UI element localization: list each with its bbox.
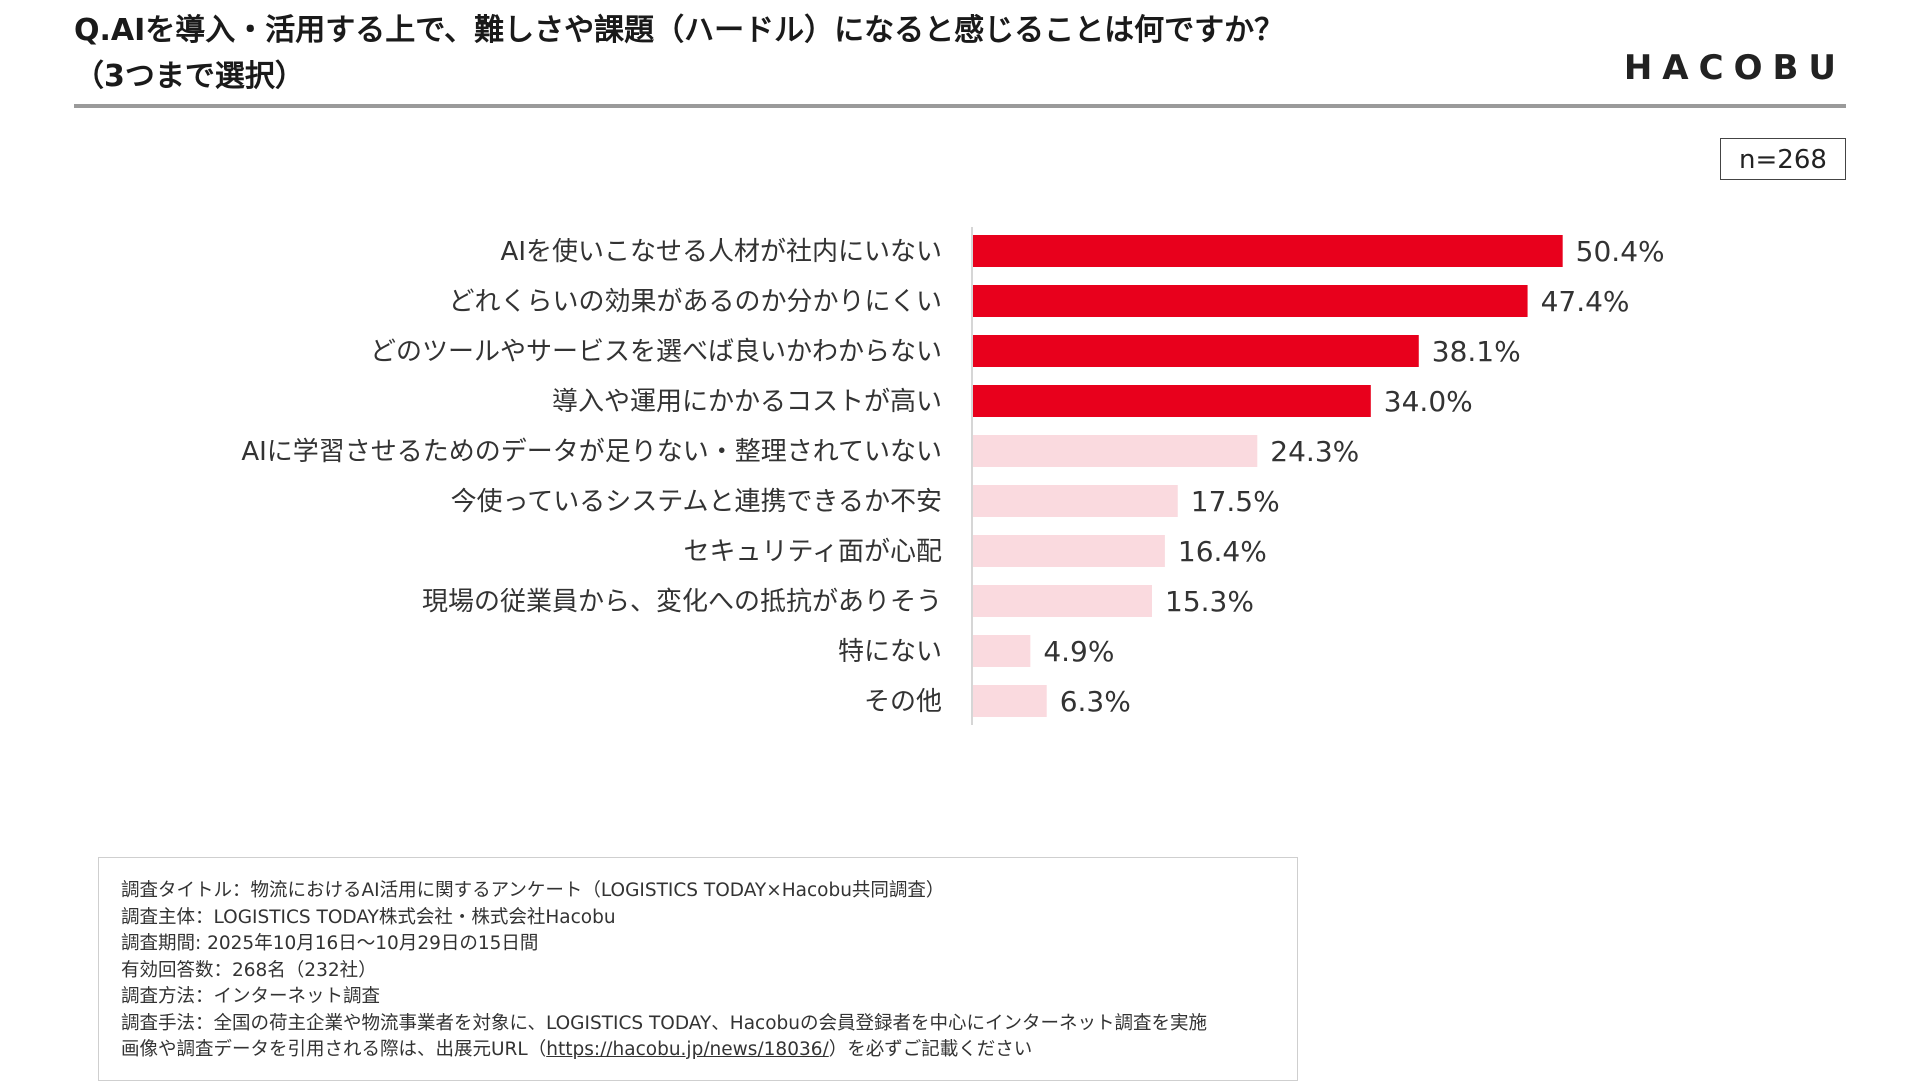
category-label: 導入や運用にかかるコストが高い [552,387,942,417]
category-label: AIに学習させるためのデータが足りない・整理されていない [241,437,942,467]
category-label: 特にない [838,637,942,667]
note-organizer: 調査主体：LOGISTICS TODAY株式会社・株式会社Hacobu [121,906,616,928]
citation-prefix: 画像や調査データを引用される際は、出展元URL（ [121,1039,547,1060]
value-label: 4.9% [1043,635,1114,668]
category-label: どのツールやサービスを選べば良いかわからない [370,337,942,367]
bar [973,385,1371,417]
note-approach: 調査手法：全国の荷主企業や物流事業者を対象に、LOGISTICS TODAY、H… [121,1012,1207,1034]
value-label: 24.3% [1270,435,1359,468]
question-line-1: Q.AIを導入・活用する上で、難しさや課題（ハードル）になると感じることは何です… [74,13,1285,48]
bar [973,285,1528,317]
bar [973,335,1419,367]
question-line-2: （3つまで選択） [74,59,305,94]
value-label: 47.4% [1541,285,1630,318]
note-period: 調査期間: 2025年10月16日〜10月29日の15日間 [121,933,539,954]
value-label: 16.4% [1178,535,1267,568]
bar [973,585,1153,617]
value-label: 38.1% [1432,335,1521,368]
category-label: どれくらいの効果があるのか分かりにくい [449,287,942,317]
note-citation: 画像や調査データを引用される際は、出展元URL（https://hacobu.j… [121,1037,1275,1064]
bar-chart: AIを使いこなせる人材が社内にいない 50.4% どれくらいの効果があるのか分かりに… [241,227,1665,725]
value-label: 17.5% [1191,485,1280,518]
bar [973,535,1165,567]
bar [973,485,1178,517]
bar [973,635,1031,667]
value-label: 15.3% [1165,585,1254,618]
hacobu-logo: HACOBU [1623,48,1846,88]
bar [973,685,1047,717]
header-divider [74,104,1846,108]
note-title: 調査タイトル：物流におけるAI活用に関するアンケート（LOGISTICS TOD… [121,880,945,901]
category-label: AIを使いこなせる人材が社内にいない [501,237,942,267]
survey-notes: 調査タイトル：物流におけるAI活用に関するアンケート（LOGISTICS TOD… [98,857,1298,1081]
value-label: 50.4% [1576,235,1665,268]
category-label: 今使っているシステムと連携できるか不安 [451,487,942,517]
note-responses: 有効回答数：268名（232社） [121,959,377,981]
category-label: 現場の従業員から、変化への抵抗がありそう [422,587,942,617]
value-label: 34.0% [1384,385,1473,418]
value-label: 6.3% [1060,685,1131,718]
bar [973,435,1258,467]
question-title: Q.AIを導入・活用する上で、難しさや課題（ハードル）になると感じることは何です… [74,8,1454,100]
category-label: セキュリティ面が心配 [684,537,942,567]
note-method: 調査方法：インターネット調査 [121,986,381,1007]
category-label: その他 [864,687,942,717]
citation-link[interactable]: https://hacobu.jp/news/18036/ [546,1039,829,1060]
bar [973,235,1563,267]
sample-size-box: n=268 [1720,138,1846,180]
citation-suffix: ）を必ずご記載ください [828,1039,1033,1060]
